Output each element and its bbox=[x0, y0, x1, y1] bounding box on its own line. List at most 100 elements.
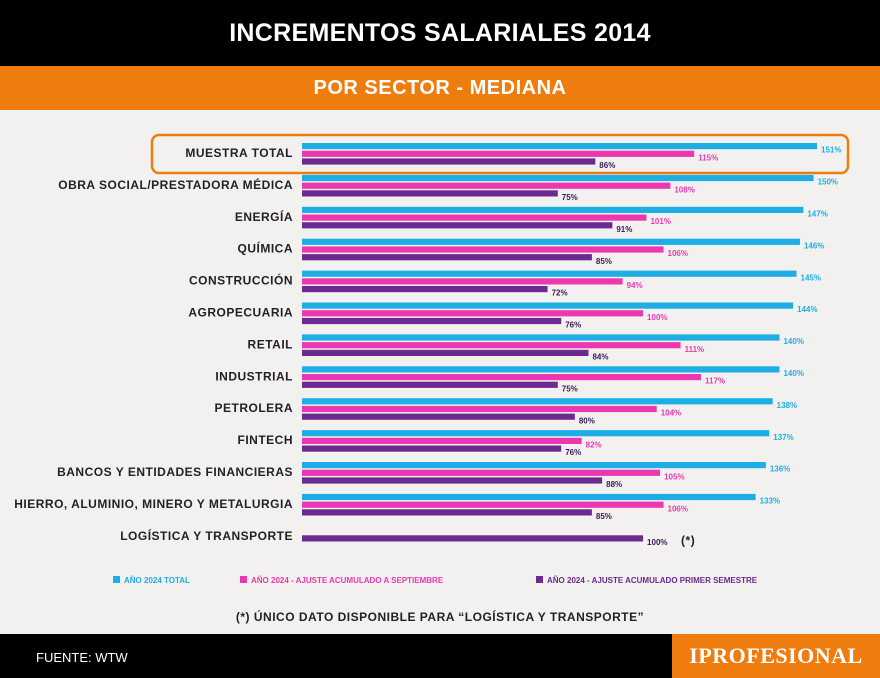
value-label: 72% bbox=[552, 289, 568, 298]
legend-label: AÑO 2024 - AJUSTE ACUMULADO A SEPTIEMBRE bbox=[251, 576, 444, 585]
value-label: 117% bbox=[705, 377, 725, 386]
legend: AÑO 2024 TOTAL AÑO 2024 - AJUSTE ACUMULAD… bbox=[113, 576, 758, 585]
value-label: 106% bbox=[668, 249, 688, 258]
category-label: INDUSTRIAL bbox=[215, 369, 293, 383]
bar bbox=[302, 509, 592, 516]
bars bbox=[302, 143, 817, 542]
chart-title: INCREMENTOS SALARIALES 2014 bbox=[0, 0, 880, 66]
bar bbox=[302, 405, 657, 413]
bar bbox=[302, 246, 664, 253]
category-label: MUESTRA TOTAL bbox=[185, 146, 293, 160]
value-label: 75% bbox=[562, 384, 578, 393]
category-label: BANCOS Y ENTIDADES FINANCIERAS bbox=[57, 465, 293, 479]
bar bbox=[302, 430, 770, 437]
category-label: LOGÍSTICA Y TRANSPORTE bbox=[120, 528, 293, 543]
bar bbox=[302, 501, 664, 508]
chart-subtitle: POR SECTOR - MEDIANA bbox=[0, 66, 880, 110]
bar bbox=[302, 278, 623, 285]
value-labels: 151% 115% 86% 150% 108% 75% 147% 101% 91% 146% 106… bbox=[552, 146, 842, 548]
value-label: 147% bbox=[807, 210, 827, 219]
value-label: 151% bbox=[821, 146, 841, 155]
bar bbox=[302, 174, 814, 182]
bar bbox=[302, 158, 596, 165]
value-label: 145% bbox=[801, 273, 821, 282]
bar bbox=[302, 182, 671, 189]
bar bbox=[302, 469, 661, 476]
value-label: 105% bbox=[664, 472, 684, 481]
brand-logo: IPROFESIONAL bbox=[672, 634, 880, 678]
value-label: 76% bbox=[565, 448, 581, 457]
bar bbox=[302, 349, 589, 356]
bar bbox=[302, 381, 558, 388]
category-label: HIERRO, ALUMINIO, MINERO Y METALURGIA bbox=[14, 497, 293, 511]
bar bbox=[302, 302, 794, 309]
value-label: 136% bbox=[770, 465, 790, 474]
legend-swatch bbox=[113, 576, 120, 583]
bar bbox=[302, 222, 613, 229]
bar bbox=[302, 254, 592, 261]
value-label: 140% bbox=[783, 337, 803, 346]
bar bbox=[302, 238, 800, 245]
highlight-box bbox=[150, 133, 850, 175]
value-label: 101% bbox=[650, 217, 670, 226]
value-label: 91% bbox=[616, 225, 632, 234]
bar bbox=[302, 366, 780, 373]
footer: FUENTE: WTW IPROFESIONAL bbox=[0, 634, 880, 678]
legend-swatch bbox=[240, 576, 247, 583]
bar bbox=[302, 214, 647, 221]
value-label: 75% bbox=[562, 193, 578, 202]
bar bbox=[302, 342, 681, 349]
legend-swatch bbox=[536, 576, 543, 583]
bar bbox=[302, 398, 773, 405]
value-label: 138% bbox=[777, 401, 797, 410]
value-label: 115% bbox=[698, 153, 718, 162]
footnote: (*) ÚNICO DATO DISPONIBLE PARA “LOGÍSTIC… bbox=[236, 609, 644, 624]
value-label: 144% bbox=[797, 305, 817, 314]
legend-label: AÑO 2024 TOTAL bbox=[124, 576, 190, 585]
value-label: 111% bbox=[685, 345, 705, 354]
bar bbox=[302, 334, 780, 341]
bar bbox=[302, 150, 695, 157]
bar bbox=[302, 286, 548, 293]
bar bbox=[302, 143, 817, 150]
source-label: FUENTE: WTW bbox=[36, 650, 128, 665]
value-label: 85% bbox=[596, 512, 612, 521]
value-label: 108% bbox=[674, 185, 694, 194]
value-label: 100% bbox=[647, 538, 667, 547]
bar bbox=[302, 413, 575, 420]
value-label: 80% bbox=[579, 416, 595, 425]
value-label: 76% bbox=[565, 321, 581, 330]
value-label: 137% bbox=[773, 433, 793, 442]
value-label: 85% bbox=[596, 257, 612, 266]
value-label: 146% bbox=[804, 241, 824, 250]
value-label: 106% bbox=[668, 504, 688, 513]
bar bbox=[302, 445, 562, 452]
legend-label: AÑO 2024 - AJUSTE ACUMULADO PRIMER SEMES… bbox=[547, 576, 758, 585]
bar bbox=[302, 317, 562, 325]
category-labels: MUESTRA TOTAL OBRA SOCIAL/PRESTADORA MÉDI… bbox=[14, 146, 294, 543]
bar bbox=[302, 493, 756, 501]
category-label: OBRA SOCIAL/PRESTADORA MÉDICA bbox=[58, 177, 293, 192]
category-label: FINTECH bbox=[238, 433, 294, 447]
value-label: 150% bbox=[818, 178, 838, 187]
note-marker: (*) bbox=[681, 534, 695, 548]
category-label: RETAIL bbox=[248, 337, 293, 351]
value-label: 100% bbox=[647, 313, 667, 322]
bar bbox=[302, 270, 797, 277]
category-label: ENERGÍA bbox=[235, 209, 293, 224]
value-label: 82% bbox=[586, 441, 602, 450]
bar bbox=[302, 462, 766, 469]
value-label: 104% bbox=[661, 409, 681, 418]
category-label: AGROPECUARIA bbox=[188, 306, 293, 320]
category-label: PETROLERA bbox=[214, 401, 293, 415]
bar bbox=[302, 310, 644, 317]
bar bbox=[302, 374, 702, 381]
category-label: QUÍMICA bbox=[238, 241, 294, 256]
bar bbox=[302, 437, 582, 444]
highlight-group bbox=[150, 133, 850, 175]
value-label: 84% bbox=[592, 353, 608, 362]
value-label: 86% bbox=[599, 161, 615, 170]
bar bbox=[302, 190, 558, 197]
bar bbox=[302, 206, 804, 213]
bar bbox=[302, 535, 644, 542]
